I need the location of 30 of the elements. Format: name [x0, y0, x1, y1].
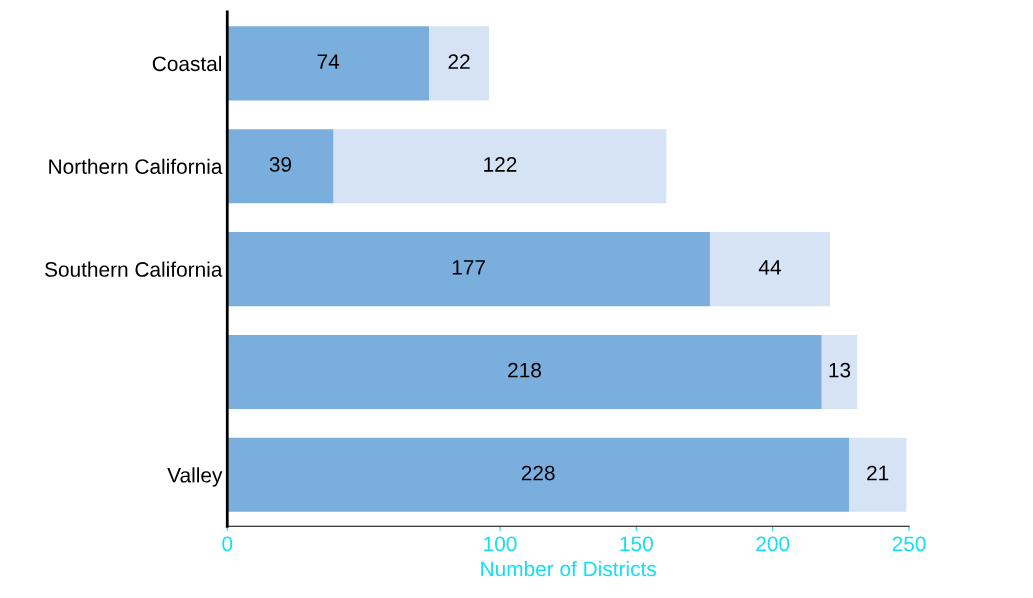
- x-tick-label: 150: [620, 536, 653, 552]
- y-tick-label: Coastal: [152, 55, 222, 72]
- data-label: 122: [484, 157, 517, 172]
- bar: [227, 129, 334, 204]
- x-tick-label: 250: [892, 536, 926, 552]
- y-tick-label: Northern California: [49, 158, 223, 174]
- x-tick-label: 100: [484, 536, 517, 552]
- bar: [821, 334, 858, 409]
- data-label: 228: [521, 465, 555, 481]
- data-label: 177: [452, 260, 485, 275]
- x-tick-label: 200: [756, 536, 790, 552]
- y-tick-label: Southern California: [45, 261, 223, 277]
- data-label: 218: [508, 362, 541, 378]
- bar: [227, 232, 710, 307]
- bar: [429, 26, 490, 101]
- data-label: 44: [758, 260, 781, 275]
- bar: [709, 232, 830, 307]
- bar: [333, 129, 667, 204]
- bar: [227, 437, 850, 512]
- bar: [227, 334, 822, 409]
- y-tick-label: Valley: [167, 467, 223, 487]
- data-label: 21: [867, 465, 889, 481]
- bar: [227, 26, 430, 101]
- data-label: 13: [829, 362, 851, 378]
- data-label: 39: [269, 157, 292, 172]
- x-axis-title: Number of Districts: [481, 560, 656, 577]
- bar: [849, 437, 907, 512]
- x-tick-label: 0: [222, 536, 233, 552]
- data-label: 74: [317, 54, 340, 69]
- data-label: 22: [448, 54, 470, 69]
